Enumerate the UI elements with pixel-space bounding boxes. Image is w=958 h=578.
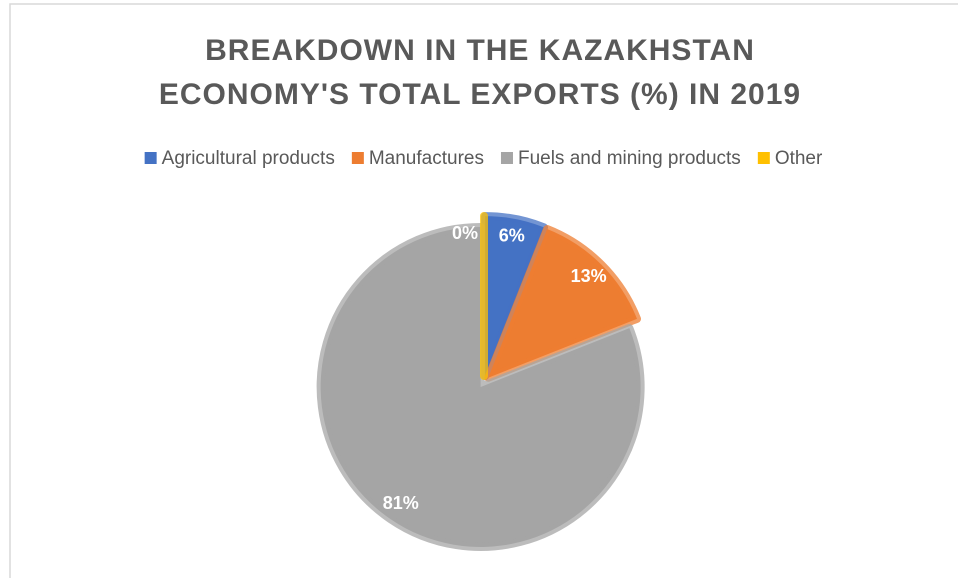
data-label: 81%	[383, 493, 419, 513]
chart-title: ECONOMY'S TOTAL EXPORTS (%) IN 2019	[159, 78, 801, 111]
chart-title: BREAKDOWN IN THE KAZAKHSTAN	[205, 34, 755, 67]
pie-slice	[316, 222, 645, 551]
legend-label: Other	[775, 148, 823, 169]
legend-label: Agricultural products	[162, 148, 335, 169]
data-label: 13%	[571, 266, 607, 286]
legend-label: Fuels and mining products	[518, 148, 741, 169]
legend-swatch	[144, 152, 157, 164]
data-label: 0%	[452, 223, 478, 243]
legend-swatch	[351, 152, 364, 164]
legend-swatch	[757, 152, 770, 164]
legend-label: Manufactures	[369, 148, 484, 169]
pie-slice	[484, 224, 642, 382]
data-label: 6%	[499, 225, 525, 245]
legend-swatch	[500, 152, 513, 164]
